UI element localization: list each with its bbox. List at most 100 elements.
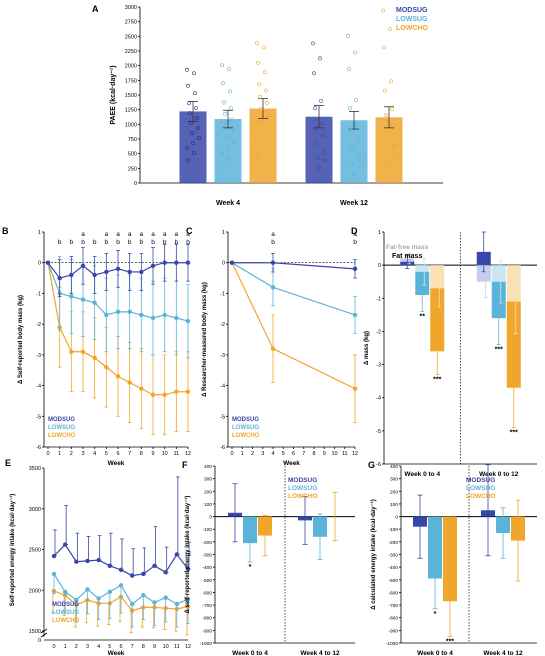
panel-a-point: [382, 45, 386, 50]
panel-e-y-tick-label: 3500: [29, 466, 41, 472]
panel-label-E: E: [5, 458, 11, 468]
panel-d-significance: **: [420, 314, 426, 321]
panel-a-point: [192, 71, 196, 76]
legend-lowcho: LOWCHO: [48, 433, 76, 439]
panel-b-annotation: b: [81, 239, 85, 246]
panel-b-y-tick-label: -6: [36, 445, 41, 451]
panel-b-point-lowcho: [162, 392, 167, 397]
panel-e-x-tick-label: 2: [75, 644, 78, 650]
panel-a-point: [389, 79, 393, 84]
panel-b-y-tick-label: 0: [38, 261, 41, 267]
panel-b-x-tick-label: 5: [105, 451, 108, 457]
panel-c-x-tick-label: 9: [323, 451, 326, 457]
panel-a-point: [225, 134, 229, 138]
panel-a-point: [221, 81, 225, 86]
panel-e-point-modsug: [74, 559, 79, 564]
panel-c-x-tick-label: 0: [230, 451, 233, 457]
panel-d-x-label: Week 0 to 4: [404, 471, 440, 478]
panel-b-point-lowsug: [80, 297, 86, 302]
panel-e-x-tick-label: 1: [64, 644, 67, 650]
panel-c-x-tick-label: 2: [251, 451, 254, 457]
panel-b-point-lowcho: [92, 355, 97, 361]
panel-g-y-tick-label: 400: [390, 464, 398, 470]
panel-c-y-tick-label: -4: [220, 384, 225, 390]
panel-a-y-tick-label: 2000: [125, 64, 137, 70]
panel-e-point-modsug: [185, 566, 191, 572]
panel-b-x-axis-title: Week: [108, 460, 125, 467]
panel-c-line-modsug: [232, 262, 356, 270]
panel-b-annotation: b: [175, 239, 179, 246]
panel-label-B: B: [2, 226, 9, 236]
panel-e-point-modsug: [174, 552, 180, 557]
panel-b-x-tick-label: 9: [151, 451, 154, 457]
panel-e-point-lowsug: [118, 583, 124, 588]
panel-b-point-lowsug: [185, 318, 191, 324]
panel-a-point: [391, 122, 395, 127]
panel-a-point: [186, 158, 190, 163]
panel-a-point: [322, 151, 326, 155]
panel-a-point: [358, 164, 362, 169]
panel-a-point: [383, 88, 387, 93]
panel-f-y-tick-label: -900: [202, 628, 212, 634]
panel-e-point-lowsug: [85, 587, 90, 592]
panel-f-y-tick-label: 400: [204, 464, 212, 470]
panel-e-point-lowsug: [163, 595, 168, 600]
panel-a-bar-modsug: [179, 111, 207, 183]
panel-a-point: [392, 144, 396, 148]
panel-c-x-tick-label: 11: [342, 451, 348, 457]
panel-label-F: F: [182, 460, 188, 470]
panel-e-y-tick-label: 3000: [29, 507, 41, 513]
panel-a-point: [196, 126, 200, 131]
panel-a-y-tick-label: 0: [134, 181, 137, 187]
panel-b-y-tick-label: -2: [36, 322, 41, 328]
panel-d-y-axis-title: Δ mass (kg): [364, 331, 370, 365]
panel-a-point: [220, 150, 224, 155]
panel-a-point: [349, 128, 353, 133]
panel-b-point-modsug: [80, 263, 86, 268]
panel-f-y-tick-label: -200: [202, 540, 212, 546]
panel-a-point: [191, 141, 195, 146]
panel-a-point: [388, 27, 392, 31]
panel-e-point-modsug: [107, 563, 113, 568]
panel-a-point: [355, 123, 359, 127]
panel-b-point-modsug: [185, 260, 191, 265]
panel-a-point: [346, 33, 350, 38]
panel-a-point: [348, 106, 352, 111]
panel-b-point-lowsug: [174, 315, 179, 321]
panel-b-point-lowsug: [69, 294, 74, 299]
panel-b-point-modsug: [162, 260, 167, 265]
panel-e-y-tick-label: 1500: [29, 629, 41, 635]
panel-c-x-tick-label: 6: [292, 451, 295, 457]
panel-f-legend-modsug: MODSUG: [288, 477, 317, 484]
panel-e-x-tick-label: 9: [153, 644, 156, 650]
panel-c-y-tick-label: -6: [220, 445, 225, 451]
panel-a-point: [357, 156, 361, 161]
panel-e-point-modsug: [62, 542, 68, 547]
panel-a-point: [260, 119, 264, 124]
panel-g-significance: ***: [446, 639, 454, 646]
panel-b-x-tick-label: 8: [140, 451, 143, 457]
panel-d-bar-lowcho-fat-free: [506, 265, 521, 302]
panel-a-point: [226, 145, 230, 150]
panel-a-point: [384, 113, 388, 118]
panel-c-annotation: b: [353, 239, 357, 246]
panel-d-bar-lowcho-fat-free: [430, 265, 445, 289]
panel-d-y-tick-label: -2: [376, 329, 381, 335]
panel-a-x-label: Week 12: [340, 200, 368, 207]
panel-f-legend-lowsug: LOWSUG: [288, 485, 317, 492]
panel-e-x-tick-label: 12: [185, 644, 191, 650]
panel-a-y-tick-label: 3000: [125, 5, 137, 11]
panel-e-axis-break: [40, 632, 48, 638]
panel-b-point-lowsug: [150, 315, 156, 321]
panel-b-point-lowcho: [139, 386, 144, 391]
panel-label-D: D: [351, 226, 358, 236]
panel-g-legend-lowcho: LOWCHO: [466, 493, 496, 500]
panel-e-point-lowsug: [185, 597, 191, 602]
panel-g-y-tick-label: -900: [388, 628, 398, 634]
panel-a-point: [263, 70, 267, 75]
panel-a-point: [230, 117, 234, 122]
panel-g-y-tick-label: 300: [390, 477, 398, 483]
panel-c-y-axis-title: Δ Researcher-measured body mass (kg): [202, 282, 208, 397]
panel-a-point: [321, 133, 325, 138]
panel-b-point-modsug: [57, 275, 62, 281]
